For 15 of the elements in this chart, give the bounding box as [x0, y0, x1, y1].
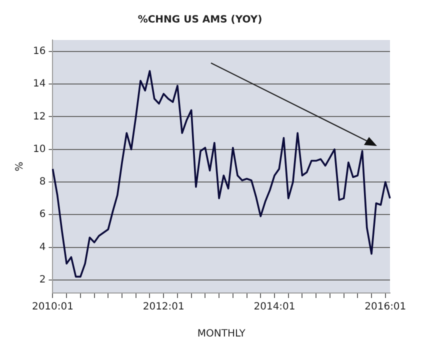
x-tick-label: 2014:01: [254, 302, 296, 313]
x-tick-label: 2016:01: [364, 302, 406, 313]
y-tick-label: 12: [32, 111, 46, 122]
y-tick-label: 16: [32, 46, 46, 58]
y-tick-label: 8: [39, 176, 46, 188]
x-axis-title: MONTHLY: [197, 328, 246, 340]
y-axis-title: %: [14, 162, 26, 172]
y-tick-label: 4: [39, 242, 46, 253]
x-tick-label: 2010:01: [32, 302, 74, 313]
chart-title: %CHNG US AMS (YOY): [138, 14, 262, 26]
y-tick-label: 6: [39, 209, 46, 220]
x-tick-label: 2012:01: [142, 302, 184, 313]
y-tick-label: 14: [32, 78, 46, 90]
y-tick-label: 2: [39, 274, 46, 286]
y-tick-label: 10: [32, 144, 46, 155]
